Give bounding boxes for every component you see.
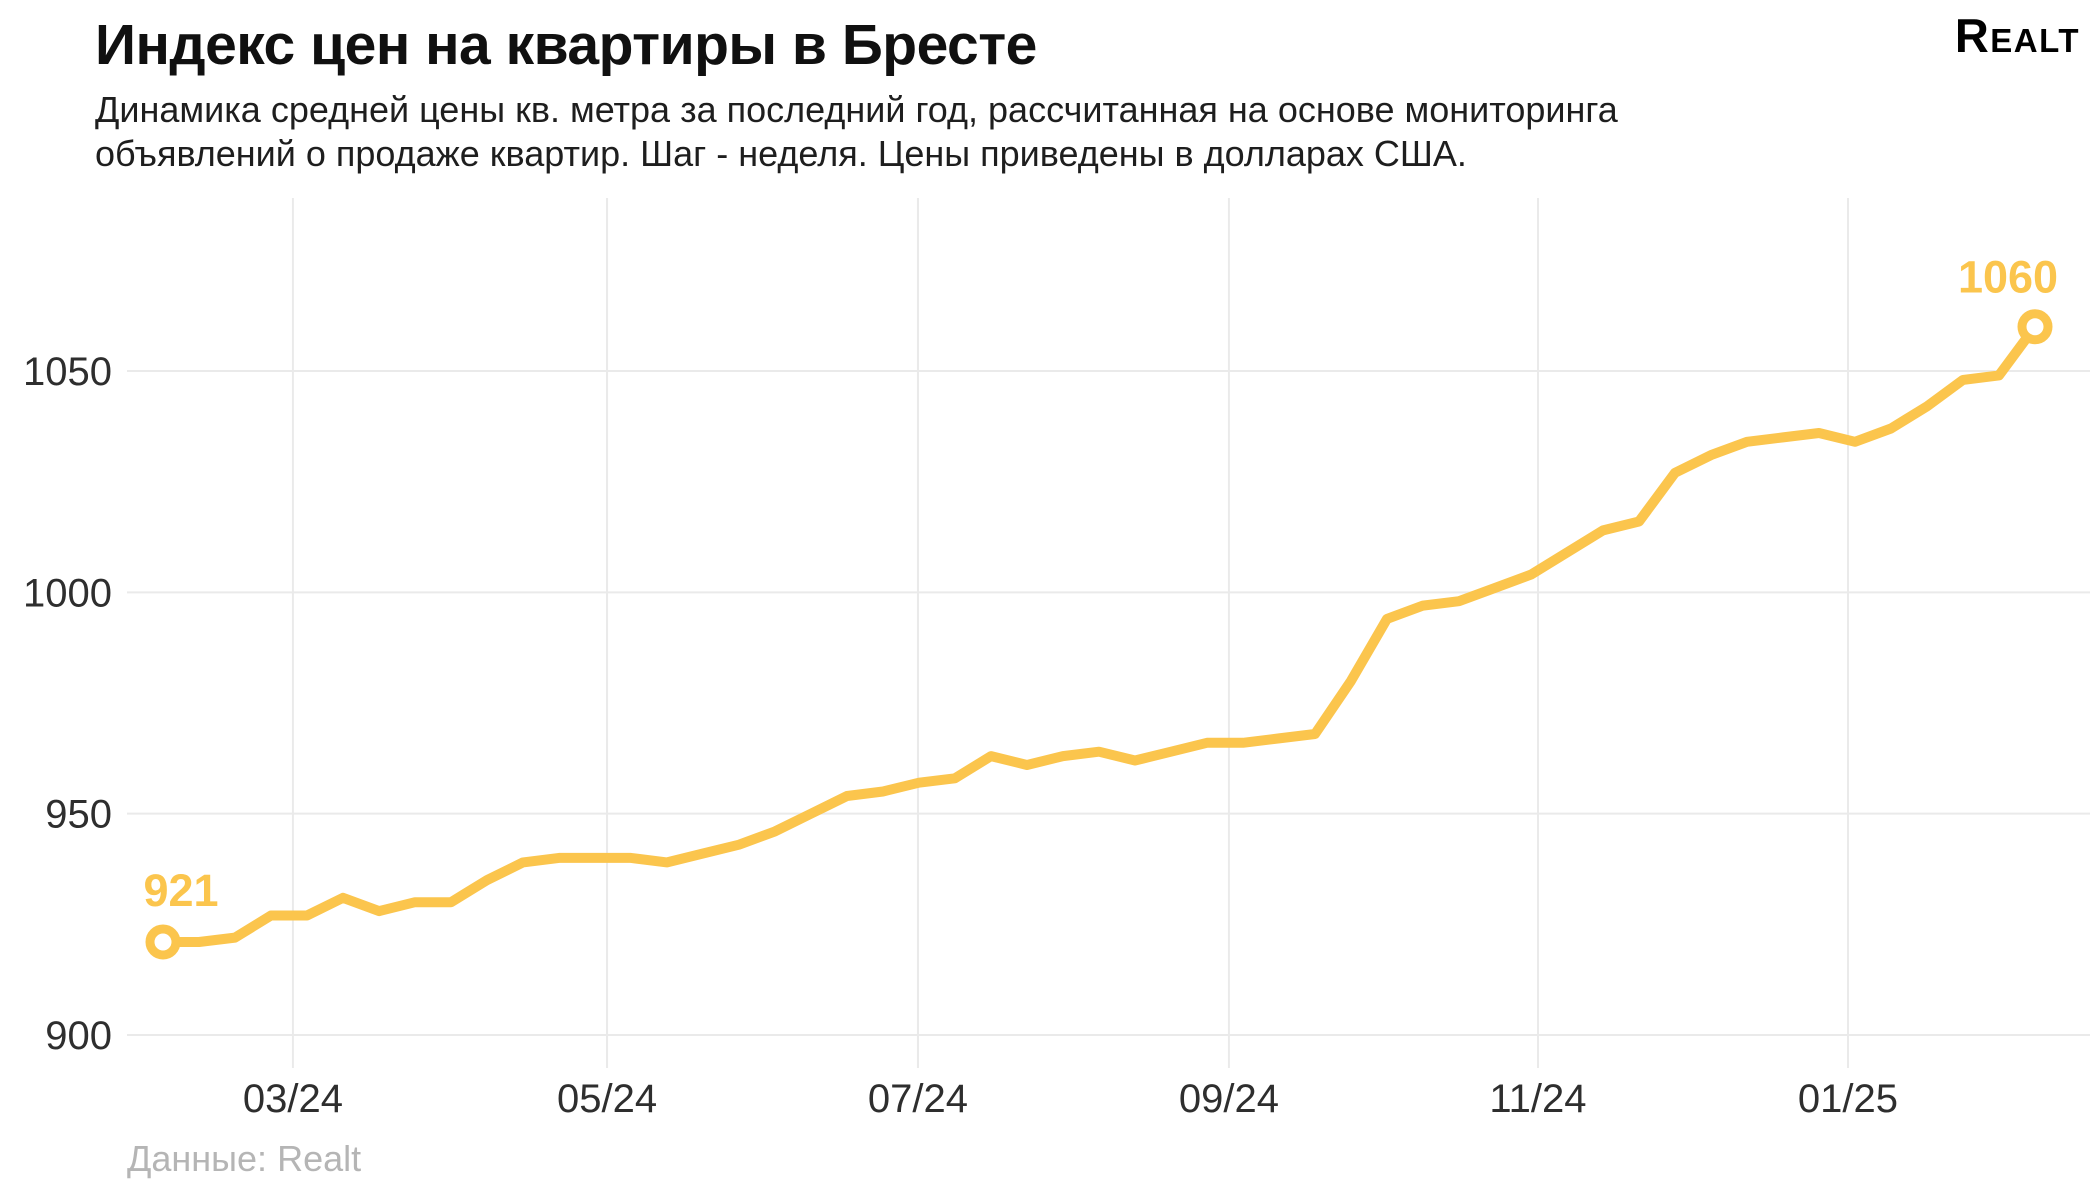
start-value-label: 921 [143,865,218,916]
subtitle-line-2: объявлений о продаже квартир. Шаг - неде… [95,132,1467,174]
page-title: Индекс цен на квартиры в Бресте [95,13,1037,77]
brand-logo: Realt [1954,9,2080,62]
x-tick-label: 09/24 [1179,1077,1279,1121]
y-tick-label: 1000 [23,571,112,615]
end-value-label: 1060 [1958,252,2058,303]
end-marker [2017,309,2053,345]
x-tick-label: 03/24 [243,1077,343,1121]
x-tick-label: 11/24 [1489,1077,1586,1121]
price-line [158,321,2040,947]
page-subtitle: Динамика средней цены кв. метра за после… [95,88,1618,176]
start-marker [145,924,181,960]
x-tick-label: 05/24 [557,1077,657,1121]
y-tick-label: 950 [45,793,112,837]
x-tick-label: 07/24 [868,1077,968,1121]
x-tick-label: 01/25 [1798,1077,1898,1121]
y-tick-label: 900 [45,1014,112,1058]
y-tick-label: 1050 [23,350,112,394]
data-source-caption: Данные: Realt [127,1138,362,1179]
subtitle-line-1: Динамика средней цены кв. метра за после… [95,89,1618,130]
